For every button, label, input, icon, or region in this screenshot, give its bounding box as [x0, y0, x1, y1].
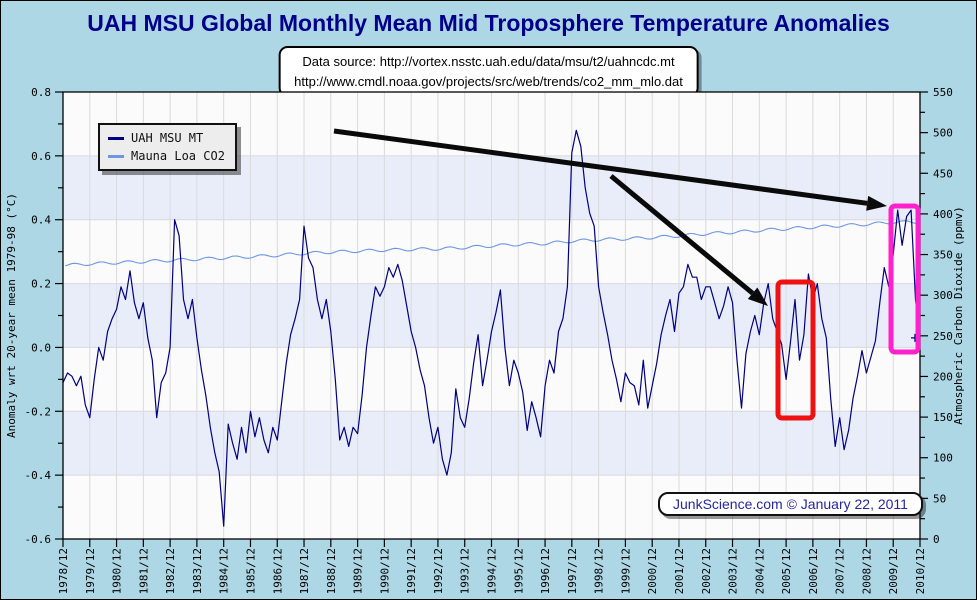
x-tick-label: 1997/12: [566, 548, 579, 594]
x-tick-label: 1988/12: [325, 548, 338, 594]
x-tick-label: 1983/12: [191, 548, 204, 594]
x-tick-label: 1999/12: [619, 548, 632, 594]
x-tick-label: 1991/12: [405, 548, 418, 594]
x-tick-label: 1985/12: [244, 548, 257, 594]
annotation-arrow-head-1: [866, 195, 887, 211]
chart-title: UAH MSU Global Monthly Mean Mid Troposph…: [87, 10, 890, 36]
x-tick-label: 2006/12: [807, 548, 820, 594]
x-tick-label: 1989/12: [352, 548, 365, 594]
x-tick-label: 1987/12: [298, 548, 311, 594]
data-source-line-2: http://www.cmdl.noaa.gov/projects/src/we…: [294, 73, 683, 89]
legend-item-co2: Mauna Loa CO2: [108, 147, 225, 165]
x-tick-label: 1992/12: [432, 548, 445, 594]
x-tick-label: 2002/12: [700, 548, 713, 594]
y-left-tick-label: 0.0: [31, 341, 51, 354]
watermark-box: JunkScience.com © January 22, 2011: [658, 492, 923, 516]
legend: UAH MSU MT Mauna Loa CO2: [98, 123, 237, 171]
x-tick-label: 1986/12: [271, 548, 284, 594]
x-tick-label: 1994/12: [486, 548, 499, 594]
highlight-box-magenta: [888, 203, 921, 355]
y-right-axis-title: Atmospheric Carbon Dioxide (ppmv): [952, 206, 965, 425]
temp-line-swatch-icon: [108, 136, 124, 140]
y-right-tick-label: 100: [933, 452, 953, 465]
y-right-tick-label: 400: [933, 208, 953, 221]
x-tick-label: 1978/12: [57, 548, 70, 594]
x-tick-label: 1979/12: [84, 548, 97, 594]
data-source-line-1: Data source: http://vortex.nsstc.uah.edu…: [302, 54, 675, 69]
x-tick-label: 2004/12: [753, 548, 766, 594]
y-left-tick-label: 0.2: [31, 278, 51, 291]
x-tick-label: 1990/12: [378, 548, 391, 594]
legend-label-uah: UAH MSU MT: [131, 131, 204, 145]
y-right-tick-label: 250: [933, 330, 953, 343]
y-left-tick-label: 0.8: [31, 86, 51, 99]
x-tick-label: 2008/12: [860, 548, 873, 594]
y-right-tick-label: 50: [933, 492, 946, 505]
y-right-tick-label: 300: [933, 289, 953, 302]
x-tick-label: 1998/12: [593, 548, 606, 594]
co2-line-swatch-icon: [108, 154, 124, 158]
y-right-tick-label: 350: [933, 249, 953, 262]
y-left-tick-label: -0.6: [25, 533, 52, 546]
x-tick-label: 2010/12: [914, 548, 927, 594]
highlight-box-red: [775, 279, 816, 421]
x-tick-label: 2000/12: [646, 548, 659, 594]
x-tick-label: 2009/12: [887, 548, 900, 594]
watermark-text: JunkScience.com © January 22, 2011: [673, 496, 908, 512]
co2-series-line: [64, 220, 921, 267]
annotation-arrow-head-2: [747, 287, 768, 306]
x-tick-label: 1982/12: [164, 548, 177, 594]
y-right-tick-label: 200: [933, 370, 953, 383]
x-tick-label: 1995/12: [512, 548, 525, 594]
y-left-tick-label: 0.4: [31, 214, 51, 227]
y-right-tick-label: 0: [933, 533, 940, 546]
y-left-tick-label: 0.6: [31, 150, 51, 163]
x-tick-label: 1984/12: [218, 548, 231, 594]
y-left-tick-label: -0.4: [25, 469, 52, 482]
legend-item-uah: UAH MSU MT: [108, 129, 225, 147]
data-source-box: Data source: http://vortex.nsstc.uah.edu…: [278, 46, 699, 97]
x-tick-label: 1981/12: [137, 548, 150, 594]
y-left-axis-title: Anomaly wrt 20-year mean 1979-98 (°C): [5, 193, 18, 438]
annotation-arrow-shaft-1: [333, 128, 868, 206]
y-left-tick-label: -0.2: [25, 405, 52, 418]
x-tick-label: 1980/12: [111, 548, 124, 594]
y-right-tick-label: 450: [933, 167, 953, 180]
y-right-tick-label: 550: [933, 86, 953, 99]
y-right-tick-label: 500: [933, 127, 953, 140]
annotation-arrow-shaft-2: [609, 174, 755, 296]
x-tick-label: 2005/12: [780, 548, 793, 594]
x-tick-label: 2007/12: [834, 548, 847, 594]
x-tick-label: 2003/12: [727, 548, 740, 594]
x-tick-label: 1996/12: [539, 548, 552, 594]
x-tick-label: 2001/12: [673, 548, 686, 594]
y-right-tick-label: 150: [933, 411, 953, 424]
x-tick-label: 1993/12: [459, 548, 472, 594]
legend-label-co2: Mauna Loa CO2: [131, 149, 225, 163]
